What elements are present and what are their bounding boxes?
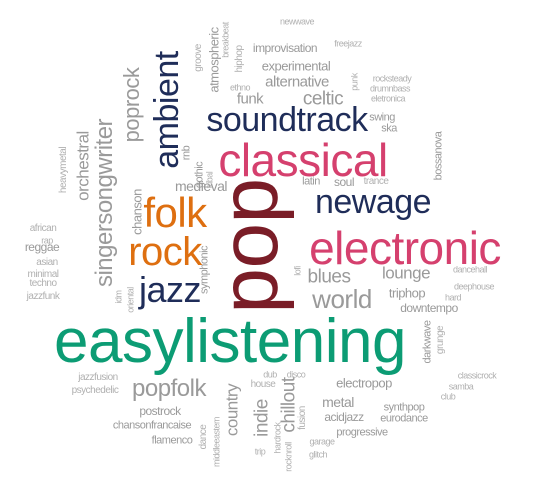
word-psychedelic: psychedelic bbox=[71, 385, 119, 396]
word-reggae: reggae bbox=[24, 240, 60, 254]
word-singersongwriter: singersongwriter bbox=[91, 118, 118, 288]
word-soul: soul bbox=[333, 175, 355, 189]
word-jazz: jazz bbox=[138, 269, 202, 310]
word-rocknroll: rocknroll bbox=[283, 442, 294, 472]
word-heavymetal: heavymetal bbox=[58, 146, 69, 194]
word-fusion: fusion bbox=[297, 406, 308, 430]
word-electropop: electropop bbox=[336, 375, 392, 391]
word-grunge: grunge bbox=[435, 325, 446, 355]
word-dancehall: dancehall bbox=[452, 264, 488, 275]
word-newage: newage bbox=[314, 183, 432, 221]
word-garage: garage bbox=[309, 436, 335, 447]
word-disco: disco bbox=[286, 369, 306, 380]
word-classical: classical bbox=[218, 134, 388, 186]
word-pop: pop bbox=[204, 178, 295, 314]
word-asian: asian bbox=[36, 257, 58, 268]
word-trip: trip bbox=[254, 446, 266, 457]
word-atmospheric: atmospheric bbox=[206, 27, 222, 93]
word-eletronica: eletronica bbox=[370, 93, 406, 104]
word-techno: techno bbox=[29, 278, 57, 289]
word-african: african bbox=[29, 223, 57, 234]
word-downtempo: downtempo bbox=[400, 301, 458, 315]
word-deephouse: deephouse bbox=[453, 281, 495, 292]
word-newwave: newwave bbox=[279, 16, 315, 27]
word-glitch: glitch bbox=[308, 449, 328, 460]
word-minimal: minimal bbox=[27, 269, 59, 280]
word-orchestral: orchestral bbox=[73, 131, 93, 201]
word-house: house bbox=[250, 379, 276, 390]
word-jazzfunk: jazzfunk bbox=[26, 291, 60, 302]
word-soundtrack: soundtrack bbox=[206, 101, 368, 139]
word-rnb: rnb bbox=[180, 145, 193, 161]
word-indie: indie bbox=[251, 399, 273, 437]
word-electronic: electronic bbox=[309, 222, 501, 274]
word-freejazz: freejazz bbox=[334, 38, 362, 49]
word-bossanova: bossanova bbox=[432, 131, 445, 181]
word-jazzfusion: jazzfusion bbox=[78, 372, 118, 383]
word-blues: blues bbox=[307, 266, 351, 288]
word-darkwave: darkwave bbox=[421, 320, 434, 364]
word-folk: folk bbox=[143, 189, 207, 236]
word-chansonfrancaise: chansonfrancaise bbox=[112, 419, 192, 432]
word-lofi: lofi bbox=[292, 266, 303, 276]
word-club: club bbox=[440, 391, 456, 402]
word-alternative: alternative bbox=[265, 73, 329, 91]
word-trance: trance bbox=[363, 176, 389, 187]
word-drumnbass: drumnbass bbox=[369, 83, 411, 94]
word-chanson: chanson bbox=[129, 189, 145, 235]
word-eurodance: eurodance bbox=[380, 412, 428, 425]
word-progressive: progressive bbox=[336, 426, 388, 439]
word-flamenco: flamenco bbox=[151, 434, 193, 447]
word-experimental: experimental bbox=[261, 58, 331, 74]
word-world: world bbox=[312, 284, 372, 314]
word-improvisation: improvisation bbox=[252, 41, 318, 55]
word-punk: punk bbox=[349, 73, 360, 91]
word-classicrock: classicrock bbox=[457, 370, 497, 381]
word-hardrock: hardrock bbox=[272, 422, 283, 454]
word-medieval: medieval bbox=[174, 178, 228, 194]
word-acidjazz: acidjazz bbox=[324, 410, 364, 424]
word-country: country bbox=[222, 383, 242, 437]
word-celtic: celtic bbox=[302, 88, 344, 110]
word-rap: rap bbox=[41, 235, 53, 246]
word-ambient: ambient bbox=[148, 51, 186, 169]
word-rock: rock bbox=[128, 230, 202, 274]
word-lounge: lounge bbox=[381, 263, 431, 283]
word-hiphop: hiphop bbox=[234, 45, 245, 73]
word-ethno: ethno bbox=[229, 82, 251, 93]
word-rocksteady: rocksteady bbox=[372, 73, 412, 84]
word-middleeastern: middleeastern bbox=[211, 416, 222, 468]
word-ska: ska bbox=[381, 122, 397, 135]
word-funk: funk bbox=[236, 90, 264, 108]
word-swing: swing bbox=[369, 111, 395, 124]
word-postrock: postrock bbox=[139, 404, 181, 418]
word-idm: idm bbox=[113, 290, 124, 304]
word-popfolk: popfolk bbox=[132, 375, 206, 402]
word-triphop: triphop bbox=[388, 285, 426, 301]
word-samba: samba bbox=[448, 381, 474, 392]
word-groove: groove bbox=[193, 44, 204, 72]
word-latin: latin bbox=[302, 175, 320, 188]
word-poprock: poprock bbox=[119, 67, 144, 143]
word-metal: metal bbox=[322, 394, 354, 410]
word-dub: dub bbox=[263, 369, 277, 380]
word-dance: dance bbox=[198, 424, 209, 450]
word-easylistening: easylistening bbox=[54, 307, 406, 376]
word-breakbeat: breakbeat bbox=[220, 22, 231, 58]
word-hard: hard bbox=[444, 292, 462, 303]
word-synthpop: synthpop bbox=[383, 401, 425, 414]
